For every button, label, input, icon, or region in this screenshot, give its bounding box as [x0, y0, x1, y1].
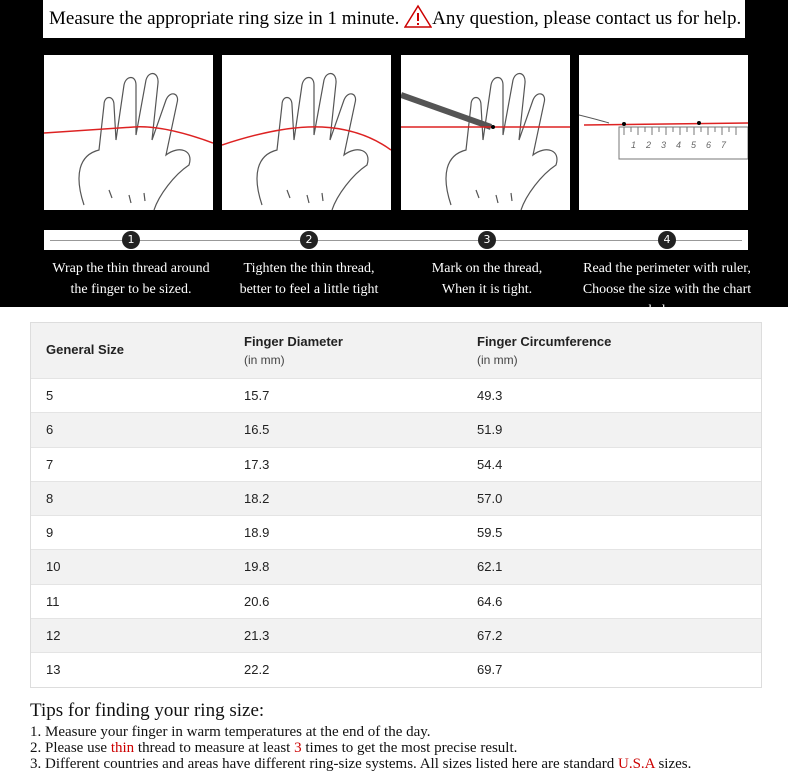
- tip-line: 3. Different countries and areas have di…: [30, 756, 691, 772]
- table-cell: 59.5: [477, 525, 503, 541]
- table-cell: 19.8: [244, 559, 270, 575]
- table-cell: 11: [46, 593, 60, 609]
- step-bar: 1 2 3 4: [44, 230, 748, 250]
- table-cell: 18.9: [244, 525, 270, 541]
- ruler-label: 5: [691, 140, 697, 150]
- highlight: U.S.A: [618, 756, 655, 772]
- table-cell: 18.2: [244, 490, 270, 506]
- step-caption: Tighten the thin thread, better to feel a…: [209, 258, 409, 300]
- table-cell: 6: [46, 422, 54, 438]
- ruler-label: 6: [706, 140, 711, 150]
- table-cell: 54.4: [477, 456, 503, 472]
- step-caption: Wrap the thin thread around the finger to…: [31, 258, 231, 300]
- caption-line: better to feel a little tight: [239, 282, 379, 297]
- table-cell: 22.2: [244, 662, 270, 678]
- step-number: 1: [122, 231, 140, 249]
- step-caption: Mark on the thread, When it is tight.: [387, 258, 587, 300]
- table-cell: 12: [46, 628, 61, 644]
- table-cell: 5: [46, 388, 54, 403]
- ruler-label: 2: [645, 140, 651, 150]
- caption-line: Choose the size with the chart below.: [582, 282, 752, 318]
- ruler-label: 7: [721, 140, 727, 150]
- step-image: [401, 55, 570, 210]
- table-row: 10 19.8 62.1: [31, 549, 761, 584]
- header-title: Finger Circumference: [477, 334, 612, 349]
- header-unit: (in mm): [244, 353, 285, 367]
- tip-text: 3. Different countries and areas have di…: [30, 756, 618, 772]
- table-cell: 16.5: [244, 422, 270, 438]
- step-image: [44, 55, 213, 210]
- step-caption: Read the perimeter with ruler, Choose the…: [567, 258, 767, 321]
- table-row: 7 17.3 54.4: [31, 446, 761, 481]
- table-cell: 17.3: [244, 456, 270, 472]
- header-title: Finger Diameter: [244, 334, 343, 349]
- header: Measure the appropriate ring size in 1 m…: [43, 0, 745, 38]
- caption-line: Wrap the thin thread around: [52, 261, 210, 276]
- header-cell: Finger Circumference (in mm): [477, 334, 611, 367]
- tips: Tips for finding your ring size: 1. Measu…: [30, 700, 691, 772]
- table-cell: 10: [46, 559, 61, 575]
- table-row: 13 22.2 69.7: [31, 652, 761, 686]
- tips-title: Tips for finding your ring size:: [30, 700, 265, 721]
- size-table: General Size Finger Diameter (in mm) Finger…: [30, 322, 762, 688]
- caption-line: the finger to be sized.: [70, 282, 192, 297]
- header-unit: (in mm): [477, 353, 518, 367]
- table-cell: 15.7: [244, 388, 270, 403]
- table-cell: 21.3: [244, 628, 270, 644]
- tip-text: 2. Please use: [30, 740, 111, 756]
- tip-line: 2. Please use thin thread to measure at …: [30, 740, 691, 756]
- instruction-panel: Measure the appropriate ring size in 1 m…: [0, 0, 788, 318]
- table-cell: 64.6: [477, 593, 503, 609]
- header-cell: General Size: [46, 342, 124, 357]
- table-cell: 62.1: [477, 559, 503, 575]
- table-cell: 67.2: [477, 628, 503, 644]
- table-cell: 7: [46, 456, 54, 472]
- table-row: 12 21.3 67.2: [31, 618, 761, 653]
- table-cell: 20.6: [244, 593, 270, 609]
- table-cell: 49.3: [477, 388, 503, 403]
- table-cell: 8: [46, 490, 54, 506]
- tip-text: sizes.: [654, 756, 692, 772]
- table-cell: 57.0: [477, 490, 503, 506]
- table-header: General Size Finger Diameter (in mm) Finger…: [31, 323, 761, 378]
- caption-line: Mark on the thread,: [431, 261, 543, 276]
- caption-line: Read the perimeter with ruler,: [583, 261, 751, 276]
- ruler-label: 3: [661, 140, 666, 150]
- header-right: Any question, please contact us for help…: [432, 8, 742, 29]
- step-number: 2: [300, 231, 318, 249]
- table-cell: 51.9: [477, 422, 503, 438]
- header-cell: Finger Diameter (in mm): [244, 334, 343, 367]
- tip-line: 1. Measure your finger in warm temperatu…: [30, 724, 691, 740]
- step-number: 4: [658, 231, 676, 249]
- ruler-label: 1: [631, 140, 636, 150]
- table-row: 11 20.6 64.6: [31, 583, 761, 618]
- table-cell: 13: [46, 662, 61, 678]
- highlight: 3: [294, 740, 302, 756]
- table-cell: 9: [46, 525, 54, 541]
- header-title: General Size: [46, 342, 125, 357]
- header-left: Measure the appropriate ring size in 1 m…: [49, 8, 400, 29]
- table-row: 5 15.7 49.3: [31, 378, 761, 412]
- caption-line: When it is tight.: [441, 282, 533, 297]
- step-number: 3: [478, 231, 496, 249]
- tip-text: times to get the most precise result.: [301, 740, 518, 756]
- tip-text: 1. Measure your finger in warm temperatu…: [30, 724, 431, 740]
- table-row: 8 18.2 57.0: [31, 480, 761, 516]
- caption-line: Tighten the thin thread,: [243, 261, 375, 276]
- warning-icon: [403, 4, 433, 28]
- tip-text: thread to measure at least: [134, 740, 295, 756]
- table-row: 6 16.5 51.9: [31, 412, 761, 447]
- highlight: thin: [110, 740, 135, 756]
- table-cell: 69.7: [477, 662, 503, 678]
- table-row: 9 18.9 59.5: [31, 515, 761, 549]
- step-image: [222, 55, 391, 210]
- ruler-label: 4: [676, 140, 681, 150]
